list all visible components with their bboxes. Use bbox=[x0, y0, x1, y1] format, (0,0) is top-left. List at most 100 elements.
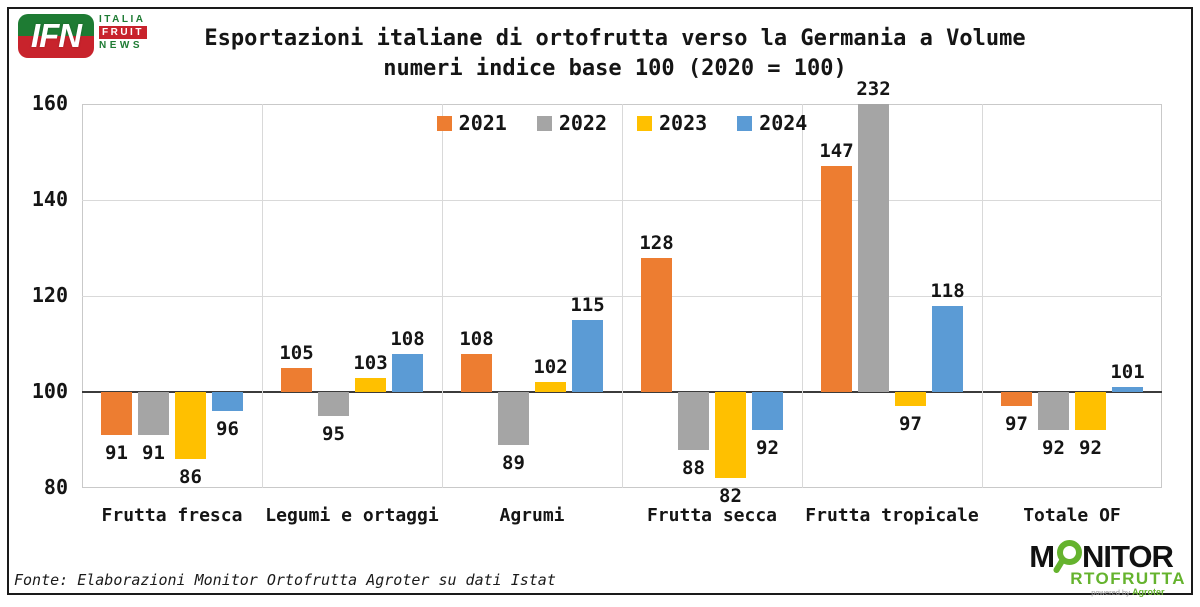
monitor-logo-nitor: NITOR bbox=[1082, 539, 1174, 574]
magnifier-icon bbox=[1053, 540, 1083, 573]
category-label-frutta-tropicale: Frutta tropicale bbox=[805, 505, 979, 526]
bar-value-label: 108 bbox=[390, 327, 425, 350]
bar-2022-frutta-fresca bbox=[138, 392, 169, 436]
bar-value-label: 88 bbox=[682, 456, 705, 479]
legend-swatch-2021 bbox=[436, 115, 452, 131]
legend-swatch-2022 bbox=[536, 115, 552, 131]
ifn-logo-red-half bbox=[18, 36, 94, 58]
bar-value-label: 101 bbox=[1110, 361, 1145, 384]
legend-item-2022: 2022 bbox=[536, 111, 607, 135]
chart-title-line1: Esportazioni italiane di ortofrutta vers… bbox=[204, 26, 1026, 51]
category-separator bbox=[802, 104, 803, 488]
bar-value-label: 97 bbox=[899, 413, 922, 436]
ifn-logo-fruit: FRUIT bbox=[99, 26, 147, 39]
bar-value-label: 105 bbox=[279, 342, 314, 364]
bar-value-label: 103 bbox=[353, 351, 388, 374]
bar-value-label: 128 bbox=[639, 231, 674, 254]
bar-2023-legumi-e-ortaggi bbox=[355, 377, 386, 392]
category-label-totale-of: Totale OF bbox=[1023, 505, 1121, 526]
bar-value-label: 86 bbox=[179, 466, 202, 489]
bar-2024-frutta-fresca bbox=[212, 392, 243, 412]
monitor-logo-m: M bbox=[1029, 539, 1055, 574]
ifn-logo-news: NEWS bbox=[99, 40, 143, 51]
bar-2023-frutta-tropicale bbox=[895, 392, 926, 407]
legend-label-2024: 2024 bbox=[759, 111, 808, 135]
bar-2024-frutta-secca bbox=[752, 392, 783, 431]
bar-value-label: 89 bbox=[502, 451, 525, 474]
monitor-ortofrutta-logo: M NITOR RTOFRUTTA powered by Agroter bbox=[1029, 540, 1186, 597]
bar-value-label: 115 bbox=[570, 294, 605, 316]
category-label-frutta-secca: Frutta secca bbox=[646, 505, 778, 526]
bar-2021-frutta-tropicale bbox=[821, 166, 852, 392]
bar-2022-legumi-e-ortaggi bbox=[318, 392, 349, 416]
bar-2021-agrumi bbox=[461, 353, 492, 392]
bar-value-label: 82 bbox=[719, 485, 742, 508]
bar-value-label: 102 bbox=[533, 356, 568, 379]
source-note: Fonte: Elaborazioni Monitor Ortofrutta A… bbox=[14, 571, 556, 589]
bar-2022-frutta-secca bbox=[678, 392, 709, 450]
category-separator bbox=[262, 104, 263, 488]
bar-value-label: 95 bbox=[322, 423, 345, 445]
category-separator bbox=[442, 104, 443, 488]
y-tick-label: 80 bbox=[43, 475, 68, 499]
bar-2023-frutta-secca bbox=[715, 392, 746, 479]
bar-value-label: 96 bbox=[216, 418, 239, 441]
bar-2021-legumi-e-ortaggi bbox=[281, 368, 312, 392]
legend-item-2021: 2021 bbox=[436, 111, 507, 135]
ifn-logo: IFN ITALIA FRUIT NEWS bbox=[18, 14, 147, 58]
category-label-agrumi: Agrumi bbox=[499, 505, 565, 526]
monitor-logo-ortofrutta: RTOFRUTTA bbox=[1070, 569, 1186, 588]
legend-item-2023: 2023 bbox=[637, 111, 707, 135]
ifn-logo-monogram: IFN bbox=[30, 17, 82, 54]
y-tick-label: 120 bbox=[31, 283, 68, 307]
bar-value-label: 232 bbox=[856, 78, 891, 100]
chart-title: Esportazioni italiane di ortofrutta vers… bbox=[120, 24, 1110, 84]
ifn-logo-italia: ITALIA bbox=[99, 14, 146, 25]
bar-2024-legumi-e-ortaggi bbox=[392, 353, 423, 392]
chart-legend: 2021 2022 2023 2024 bbox=[82, 111, 1162, 135]
legend-label-2023: 2023 bbox=[659, 111, 708, 135]
y-tick-label: 100 bbox=[31, 379, 68, 403]
bar-2023-totale-of bbox=[1075, 392, 1106, 431]
bar-2022-totale-of bbox=[1038, 392, 1069, 431]
legend-swatch-2024 bbox=[737, 115, 753, 131]
ifn-logo-flag-box: IFN bbox=[18, 14, 94, 58]
bar-2024-agrumi bbox=[572, 320, 603, 392]
category-separator bbox=[982, 104, 983, 488]
bar-2023-agrumi bbox=[535, 382, 566, 392]
bar-2022-agrumi bbox=[498, 392, 529, 445]
category-label-legumi-e-ortaggi: Legumi e ortaggi bbox=[265, 505, 439, 526]
legend-item-2024: 2024 bbox=[737, 111, 807, 135]
figure-border bbox=[7, 7, 1193, 595]
bar-value-label: 97 bbox=[1005, 413, 1028, 436]
legend-swatch-2023 bbox=[637, 115, 652, 131]
chart-title-line2: numeri indice base 100 (2020 = 100) bbox=[383, 56, 847, 81]
y-tick-label: 140 bbox=[31, 187, 68, 211]
bar-2021-frutta-fresca bbox=[101, 392, 132, 436]
bar-value-label: 92 bbox=[756, 437, 779, 460]
bar-value-label: 92 bbox=[1042, 437, 1065, 460]
monitor-logo-powered-by: powered by Agroter bbox=[1091, 587, 1165, 598]
category-label-frutta-fresca: Frutta fresca bbox=[101, 505, 243, 526]
bar-value-label: 91 bbox=[142, 442, 165, 465]
ifn-logo-green-half bbox=[18, 14, 94, 36]
bar-value-label: 91 bbox=[105, 442, 128, 465]
bar-value-label: 147 bbox=[819, 140, 854, 163]
bar-2021-frutta-secca bbox=[641, 257, 672, 392]
bar-value-label: 108 bbox=[459, 327, 494, 350]
bar-value-label: 118 bbox=[930, 279, 965, 302]
bar-2021-totale-of bbox=[1001, 392, 1032, 407]
bar-2024-frutta-tropicale bbox=[932, 305, 963, 392]
agroter-brand: Agroter bbox=[1132, 587, 1165, 597]
legend-label-2022: 2022 bbox=[558, 111, 607, 135]
category-axis: Frutta fresca Legumi e ortaggi Agrumi Frutt… bbox=[82, 505, 1162, 526]
category-separator bbox=[622, 104, 623, 488]
y-tick-label: 160 bbox=[31, 91, 68, 115]
legend-label-2021: 2021 bbox=[458, 111, 507, 135]
bar-2024-totale-of bbox=[1112, 387, 1143, 392]
bar-2022-frutta-tropicale bbox=[858, 104, 889, 392]
bar-value-label: 92 bbox=[1079, 437, 1102, 460]
bar-2023-frutta-fresca bbox=[175, 392, 206, 460]
